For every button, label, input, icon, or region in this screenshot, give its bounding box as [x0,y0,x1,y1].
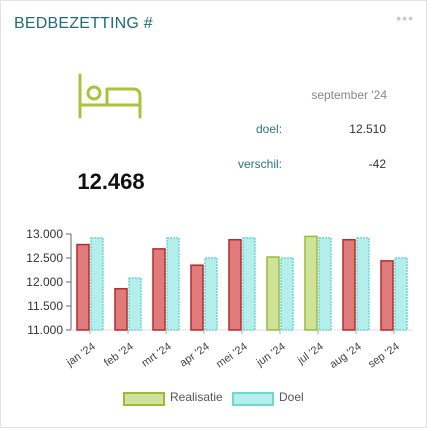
bar-doel [242,237,256,331]
x-tick-label: feb '24 [102,341,136,370]
bar-realisatie [114,287,128,331]
bar-doel [280,257,294,331]
y-tick-label: 13.000 [26,227,63,241]
bar-doel [166,237,180,331]
goal-label: doel: [256,122,283,136]
more-options-icon[interactable]: ••• [396,10,414,26]
x-tick-label: jan '24 [64,341,98,370]
difference-label: verschil: [238,157,283,171]
legend-label-doel: Doel [279,390,304,404]
x-tick-label: mrt '24 [140,341,174,370]
bar-realisatie [304,235,318,331]
y-tick-label: 12.000 [26,275,63,289]
bar-realisatie [190,264,204,331]
y-tick-label: 11.500 [27,299,63,313]
difference-value: -42 [368,157,386,171]
bar-realisatie [228,239,242,331]
bar-realisatie [342,239,356,331]
y-tick-label: 11.000 [27,323,63,337]
x-tick-label: apr '24 [178,341,212,370]
widget-header: BEDBEZETTING # ••• [1,1,426,47]
bed-icon [78,73,142,119]
x-tick-label: jun '24 [254,341,288,370]
widget-title: BEDBEZETTING # [14,15,153,32]
bar-doel [90,237,104,331]
bar-realisatie [266,256,280,331]
x-tick-label: sep '24 [366,341,402,371]
bar-doel [128,277,142,331]
y-tick-label: 12.500 [26,251,63,265]
bar-realisatie [152,248,166,331]
x-tick-label: jul '24 [295,341,326,368]
legend-swatch-realisatie [123,392,165,406]
bar-doel [356,237,370,331]
goal-value: 12.510 [349,122,386,136]
period-label: september '24 [311,88,387,102]
bar-realisatie [76,243,90,331]
x-tick-label: mei '24 [214,341,250,371]
bar-doel [204,257,218,331]
legend-swatch-doel [232,392,274,406]
bar-realisatie [380,260,394,331]
bar-doel [394,257,408,331]
chart-legend: Realisatie Doel [1,390,426,408]
bar-doel [318,237,332,331]
x-tick-label: aug '24 [328,341,364,371]
bar-chart: 11.000 11.500 12.000 12.500 13.000 jan '24 feb… [26,227,413,371]
legend-label-realisatie: Realisatie [170,390,223,404]
kpi-value: 12.468 [77,169,145,194]
